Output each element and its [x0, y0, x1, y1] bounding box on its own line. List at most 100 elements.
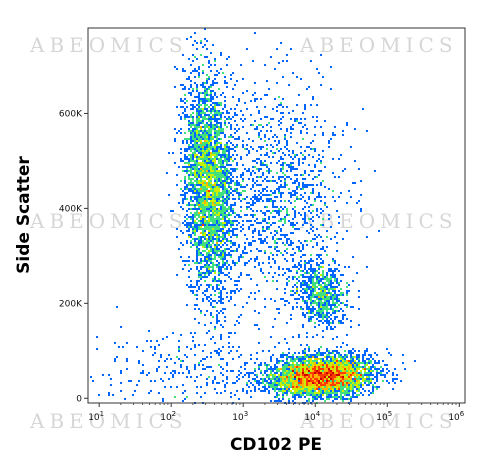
event-dot — [232, 290, 234, 292]
event-dot — [302, 218, 304, 220]
event-dot — [354, 374, 356, 376]
event-dot — [192, 232, 194, 234]
event-dot — [202, 218, 204, 220]
event-dot — [320, 224, 322, 226]
event-dot — [248, 170, 250, 172]
event-dot — [222, 152, 224, 154]
event-dot — [180, 84, 182, 86]
event-dot — [222, 244, 224, 246]
event-dot — [308, 232, 310, 234]
event-dot — [214, 156, 216, 158]
event-dot — [232, 210, 234, 212]
event-dot — [208, 170, 210, 172]
event-dot — [330, 306, 332, 308]
event-dot — [226, 208, 228, 210]
event-dot — [182, 142, 184, 144]
event-dot — [340, 390, 342, 392]
event-dot — [216, 250, 218, 252]
event-dot — [262, 164, 264, 166]
event-dot — [290, 270, 292, 272]
event-dot — [220, 194, 222, 196]
event-dot — [186, 204, 188, 206]
event-dot — [320, 294, 322, 296]
event-dot — [246, 384, 248, 386]
event-dot — [194, 82, 196, 84]
event-dot — [210, 248, 212, 250]
event-dot — [324, 276, 326, 278]
event-dot — [230, 168, 232, 170]
event-dot — [206, 260, 208, 262]
event-dot — [276, 250, 278, 252]
event-dot — [206, 174, 208, 176]
event-dot — [262, 374, 264, 376]
event-dot — [254, 374, 256, 376]
event-dot — [318, 300, 320, 302]
event-dot — [254, 324, 256, 326]
event-dot — [224, 160, 226, 162]
event-dot — [320, 248, 322, 250]
event-dot — [300, 306, 302, 308]
event-dot — [310, 356, 312, 358]
event-dot — [200, 42, 202, 44]
event-dot — [344, 392, 346, 394]
event-dot — [192, 192, 194, 194]
event-dot — [332, 382, 334, 384]
event-dot — [236, 288, 238, 290]
event-dot — [350, 360, 352, 362]
event-dot — [250, 258, 252, 260]
event-dot — [322, 376, 324, 378]
event-dot — [200, 216, 202, 218]
event-dot — [336, 350, 338, 352]
event-dot — [288, 166, 290, 168]
event-dot — [380, 370, 382, 372]
event-dot — [308, 164, 310, 166]
event-dot — [218, 188, 220, 190]
event-dot — [230, 164, 232, 166]
event-dot — [276, 380, 278, 382]
event-dot — [222, 254, 224, 256]
event-dot — [308, 378, 310, 380]
event-dot — [352, 356, 354, 358]
event-dot — [294, 358, 296, 360]
event-dot — [210, 138, 212, 140]
event-dot — [190, 240, 192, 242]
event-dot — [324, 196, 326, 198]
event-dot — [332, 260, 334, 262]
event-dot — [340, 384, 342, 386]
event-dot — [196, 88, 198, 90]
event-dot — [198, 240, 200, 242]
event-dot — [184, 192, 186, 194]
event-dot — [192, 148, 194, 150]
event-dot — [290, 386, 292, 388]
event-dot — [208, 256, 210, 258]
event-dot — [210, 200, 212, 202]
event-dot — [260, 148, 262, 150]
event-dot — [316, 394, 318, 396]
event-dot — [296, 282, 298, 284]
event-dot — [214, 388, 216, 390]
event-dot — [348, 362, 350, 364]
event-dot — [192, 292, 194, 294]
event-dot — [232, 222, 234, 224]
event-dot — [310, 298, 312, 300]
event-dot — [308, 366, 310, 368]
event-dot — [322, 388, 324, 390]
event-dot — [226, 160, 228, 162]
event-dot — [228, 222, 230, 224]
event-dot — [218, 268, 220, 270]
event-dot — [332, 296, 334, 298]
event-dot — [292, 226, 294, 228]
event-dot — [198, 262, 200, 264]
event-dot — [184, 182, 186, 184]
event-dot — [234, 190, 236, 192]
event-dot — [212, 80, 214, 82]
event-dot — [218, 112, 220, 114]
event-dot — [210, 224, 212, 226]
event-dot — [260, 184, 262, 186]
event-dot — [322, 386, 324, 388]
event-dot — [312, 238, 314, 240]
event-dot — [198, 364, 200, 366]
event-dot — [212, 216, 214, 218]
event-dot — [194, 146, 196, 148]
event-dot — [224, 152, 226, 154]
